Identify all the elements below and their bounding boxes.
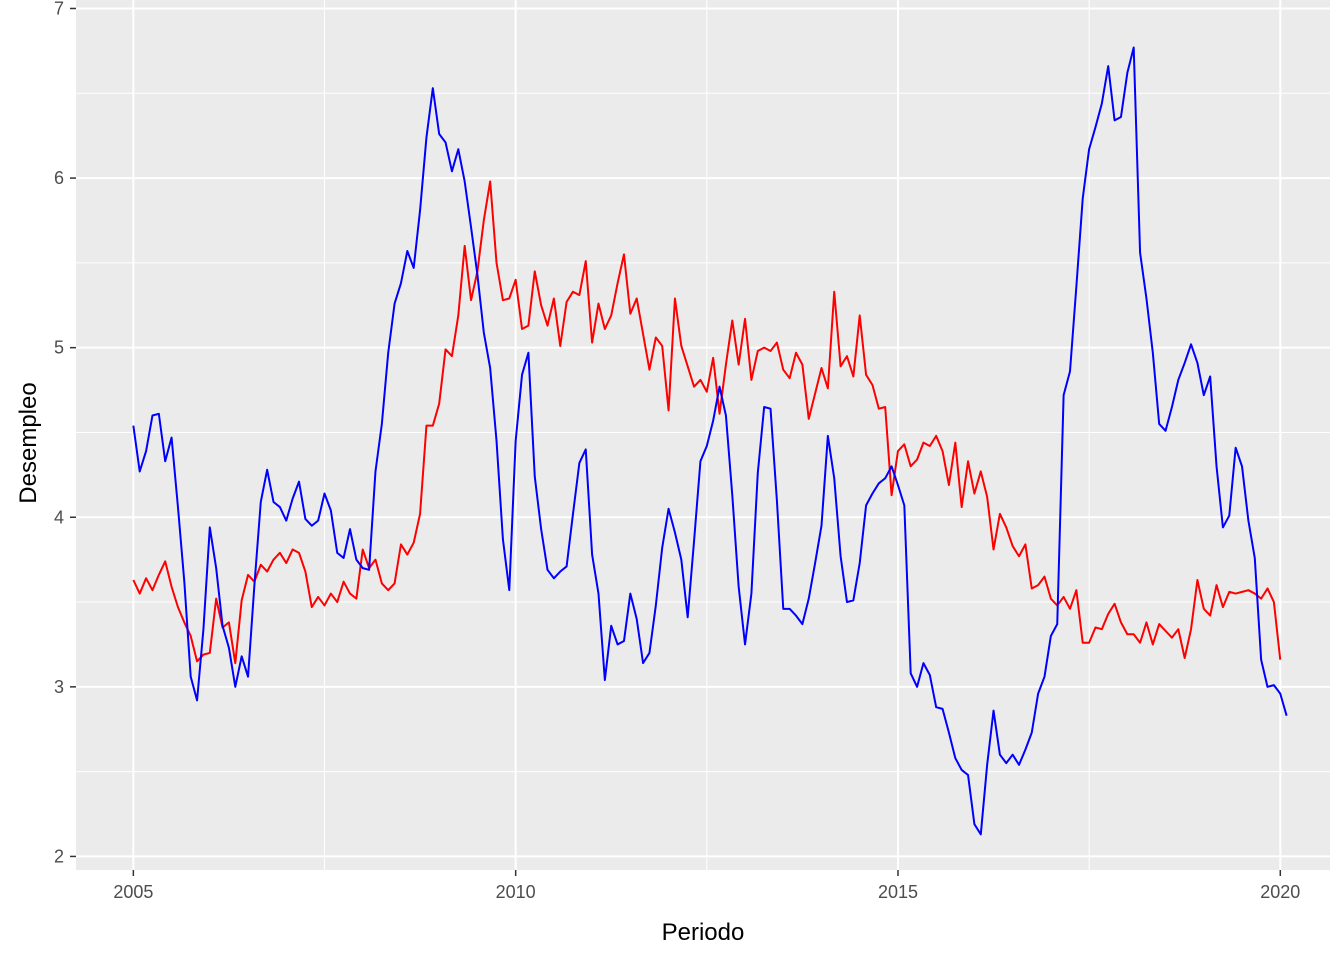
- y-axis-title: Desempleo: [15, 382, 42, 503]
- minor-gridlines: [76, 0, 1330, 870]
- x-tick-label: 2005: [113, 882, 153, 902]
- series-line-1: [132, 180, 1282, 665]
- axis-ticks: [70, 7, 1282, 876]
- series-line-2: [132, 46, 1288, 836]
- y-tick-label: 5: [54, 338, 64, 358]
- x-tick-label: 2020: [1260, 882, 1300, 902]
- series-layer: [132, 46, 1288, 836]
- y-tick-label: 6: [54, 168, 64, 188]
- y-tick-label: 4: [54, 507, 64, 527]
- major-gridlines: [76, 0, 1330, 870]
- y-tick-labels: 2 3 4 5 6 7: [54, 0, 64, 866]
- x-tick-label: 2010: [496, 882, 536, 902]
- x-tick-label: 2015: [878, 882, 918, 902]
- y-tick-label: 2: [54, 846, 64, 866]
- x-axis-title: Periodo: [662, 919, 745, 946]
- x-tick-labels: 2005 2010 2015 2020: [113, 882, 1300, 902]
- y-tick-label: 3: [54, 677, 64, 697]
- plot-panel: [76, 0, 1330, 870]
- y-tick-label: 7: [54, 0, 64, 18]
